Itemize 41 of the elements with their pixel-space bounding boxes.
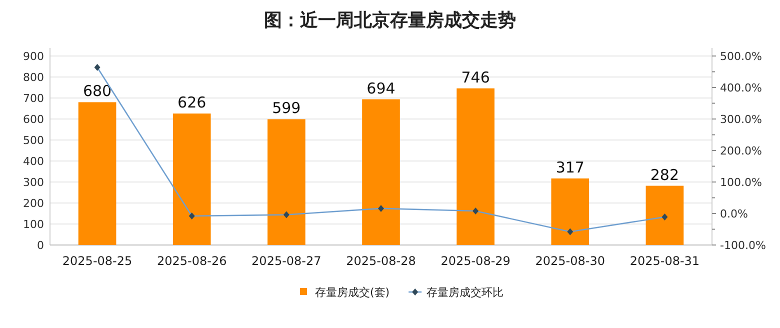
- data-label: 746: [461, 68, 490, 86]
- y-tick-label: 500: [23, 134, 44, 147]
- legend-label: 存量房成交(套): [315, 286, 390, 299]
- bar: [551, 178, 590, 245]
- x-tick-label: 2025-08-31: [630, 254, 700, 268]
- x-tick-label: 2025-08-28: [346, 254, 416, 268]
- y-tick-label: 900: [23, 50, 44, 63]
- x-tick-label: 2025-08-30: [535, 254, 606, 268]
- bar: [456, 88, 494, 245]
- data-label: 626: [178, 94, 206, 112]
- x-tick-label: 2025-08-25: [62, 254, 132, 268]
- x-tick-label: 2025-08-29: [440, 254, 510, 268]
- data-label: 694: [366, 79, 396, 98]
- y-tick-label: 100: [23, 218, 44, 231]
- y2-tick-label: 100.0%: [720, 176, 762, 189]
- y2-tick-label: 200.0%: [720, 144, 762, 158]
- y-tick-label: 0: [37, 239, 44, 252]
- x-tick-label: 2025-08-26: [156, 254, 227, 268]
- y-tick-label: 400: [23, 155, 44, 168]
- bar: [78, 102, 116, 245]
- y-tick-label: 600: [23, 113, 44, 126]
- bar: [362, 99, 400, 245]
- bar: [646, 186, 684, 245]
- y2-tick-label: 400.0%: [720, 82, 762, 94]
- y-tick-label: 300: [23, 176, 44, 189]
- y-tick-label: 200: [23, 197, 44, 210]
- chart-title: 图：近一周北京存量房成交走势: [264, 10, 516, 31]
- bar: [172, 114, 211, 245]
- y-tick-label: 800: [23, 71, 44, 84]
- y2-tick-label: 500.0%: [720, 50, 762, 63]
- x-tick-label: 2025-08-27: [252, 254, 322, 268]
- legend-label: 存量房成交环比: [426, 286, 504, 299]
- data-label: 282: [650, 166, 680, 184]
- y2-tick-label: 0.0%: [720, 208, 748, 220]
- bar: [268, 119, 306, 245]
- y2-tick-label: -100.0%: [720, 239, 766, 252]
- y2-tick-label: 300.0%: [720, 113, 762, 126]
- data-label: 680: [82, 82, 112, 100]
- y-tick-label: 700: [23, 92, 44, 105]
- data-label: 317: [556, 158, 584, 176]
- data-label: 599: [272, 99, 301, 118]
